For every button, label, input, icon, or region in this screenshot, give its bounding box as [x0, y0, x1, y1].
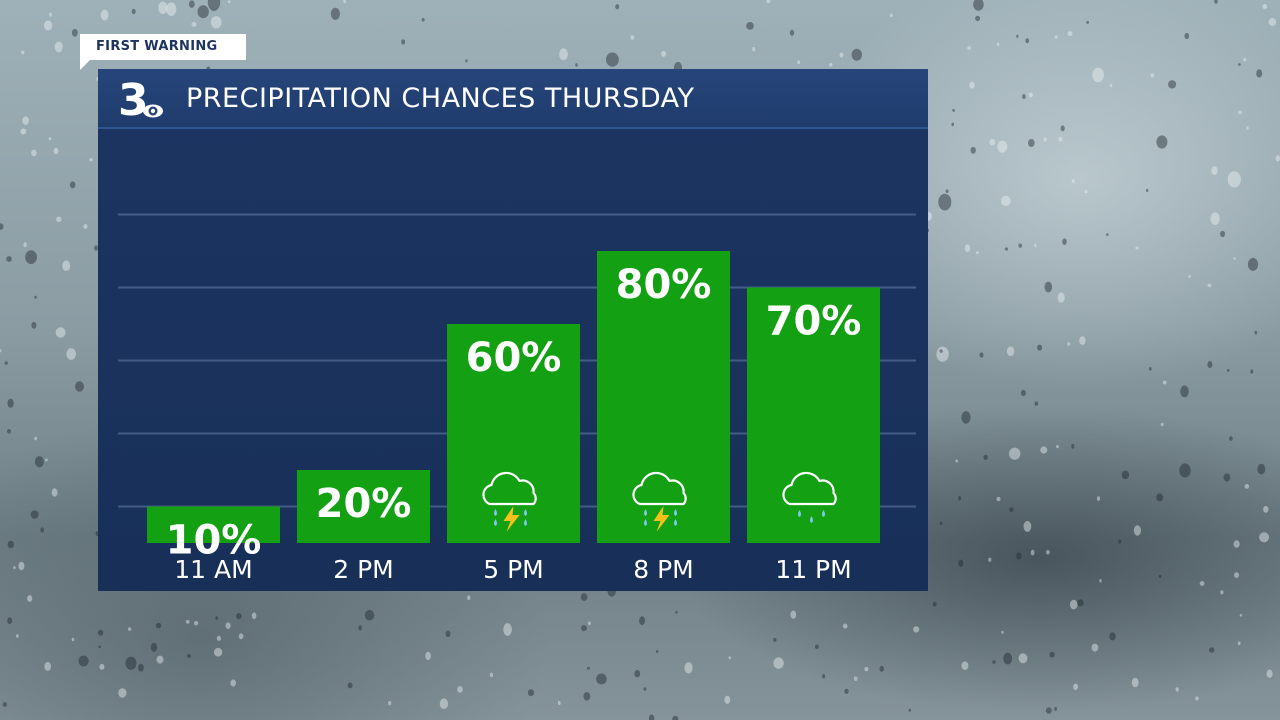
- rain-drop-1: [644, 509, 647, 516]
- bar-value-label: 80%: [616, 262, 712, 308]
- category-label: 5 PM: [483, 555, 544, 584]
- rain-drop-2: [810, 516, 813, 523]
- chart-title: PRECIPITATION CHANCES THURSDAY: [186, 83, 695, 114]
- rain-drop-3: [674, 509, 677, 516]
- bar-group-5-pm: 60% 5 PM: [447, 324, 580, 584]
- bar-value-label: 10%: [166, 518, 262, 564]
- station-logo: 3: [118, 75, 163, 121]
- rain-drop-3: [822, 510, 825, 517]
- category-label: 2 PM: [333, 555, 394, 584]
- chart-panel: 3 PRECIPITATION CHANCES THURSDAY 10% 11 A…: [98, 69, 928, 591]
- rain-drop-4: [674, 519, 677, 526]
- logo-number: 3: [118, 75, 149, 121]
- eye-logo-icon: [143, 104, 163, 118]
- bar: [597, 251, 730, 543]
- category-label: 11 AM: [174, 555, 252, 584]
- bars: 10%11 AM 20% 2 PM 60% 5 PM 80% 8 PM 70% 11 PM: [147, 251, 880, 584]
- thunderstorm-icon: [632, 471, 687, 532]
- rain-drop-2: [494, 519, 497, 526]
- bar: [747, 287, 880, 543]
- bar: [297, 470, 430, 543]
- category-label: 8 PM: [633, 555, 694, 584]
- rain-cloud-icon: [782, 471, 837, 523]
- cloud-shape: [632, 471, 687, 506]
- bar-value-label: 70%: [766, 299, 862, 345]
- title-bar: 3 PRECIPITATION CHANCES THURSDAY: [98, 69, 928, 129]
- rain-drop-1: [798, 510, 801, 517]
- lightning-bolt: [653, 506, 670, 532]
- bar: [147, 506, 280, 543]
- bar-value-label: 20%: [316, 481, 412, 527]
- thunderstorm-icon: [482, 471, 537, 532]
- rain-drop-3: [524, 509, 527, 516]
- bar-chart: 10%11 AM 20% 2 PM 60% 5 PM 80% 8 PM 70% 11 PM: [118, 213, 916, 584]
- bar-group-11-pm: 70% 11 PM: [747, 287, 880, 584]
- bar-group-8-pm: 80% 8 PM: [597, 251, 730, 584]
- bar-group-11-am: 10%11 AM: [147, 506, 280, 584]
- first-warning-tag: FIRST WARNING: [80, 34, 246, 60]
- lightning-bolt: [503, 506, 520, 532]
- rain-drop-4: [524, 519, 527, 526]
- bar-value-label: 60%: [466, 335, 562, 381]
- rain-drop-1: [494, 509, 497, 516]
- bar: [447, 324, 580, 543]
- cloud-shape: [782, 471, 837, 506]
- first-warning-tag-notch: [80, 60, 90, 70]
- rain-drop-2: [644, 519, 647, 526]
- bar-group-2-pm: 20% 2 PM: [297, 470, 430, 584]
- cloud-shape: [482, 471, 537, 506]
- category-label: 11 PM: [775, 555, 851, 584]
